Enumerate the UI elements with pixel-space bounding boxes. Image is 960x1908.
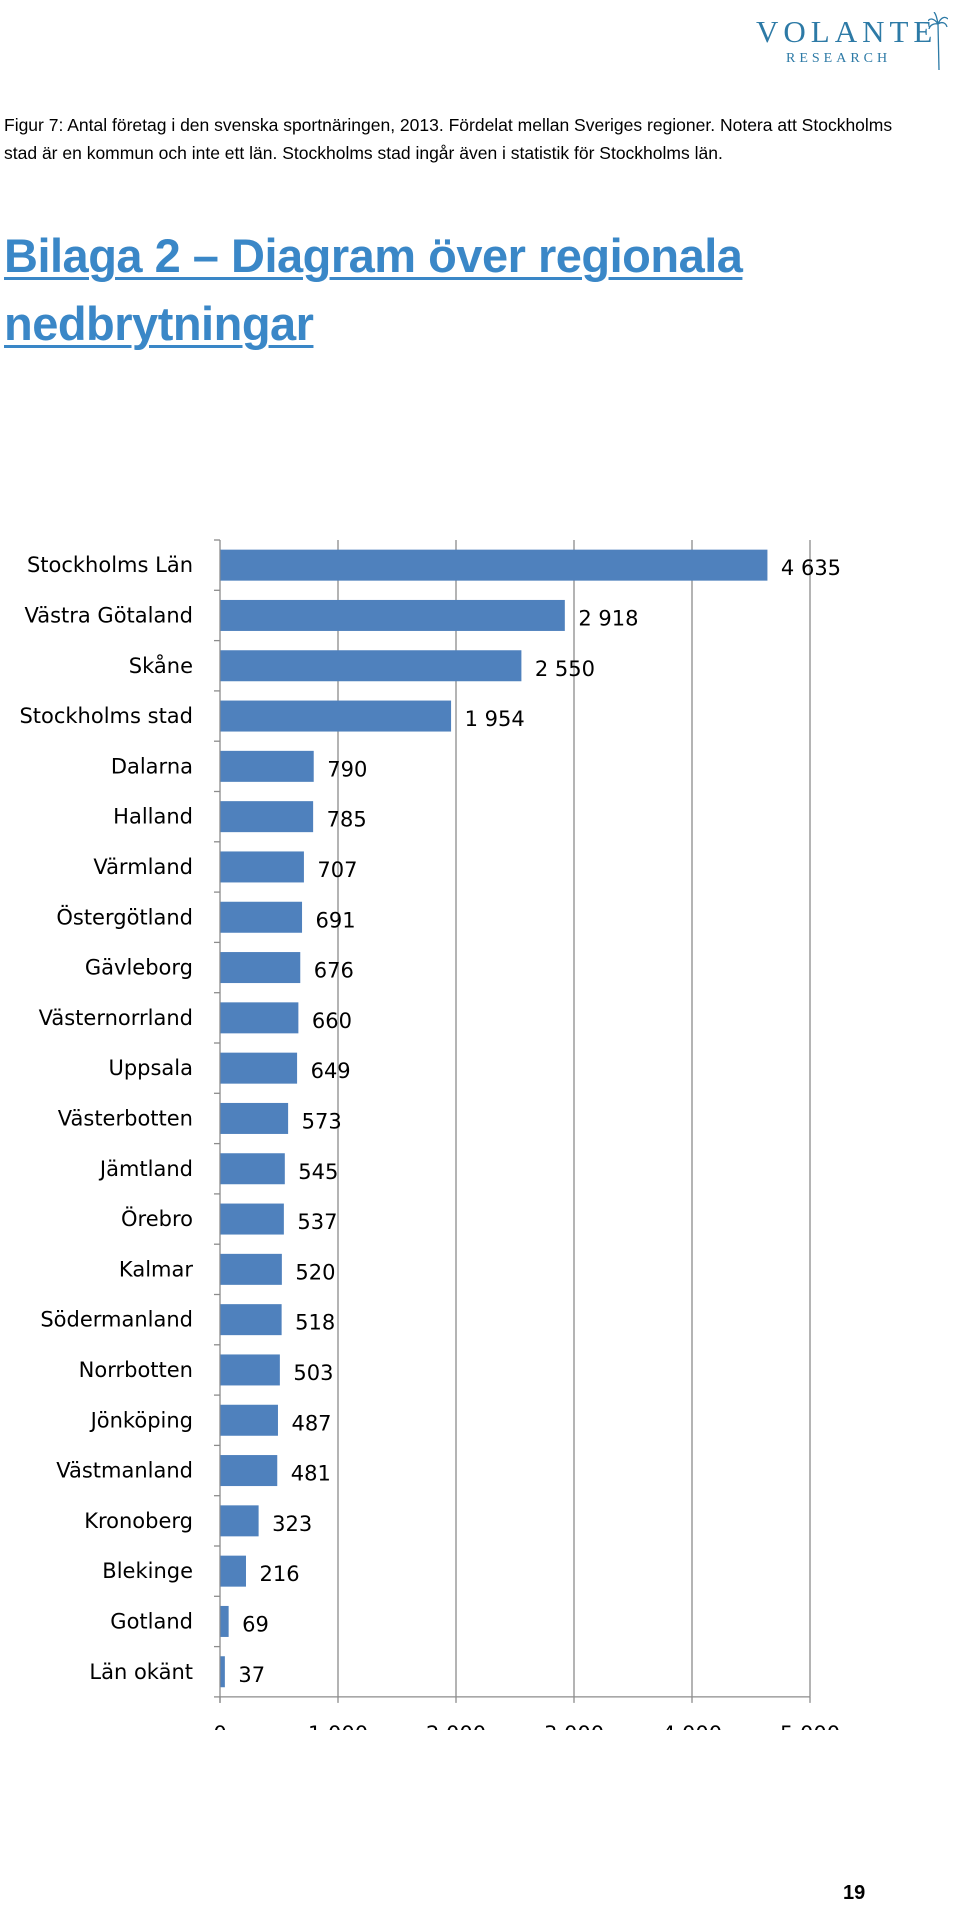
bar xyxy=(220,1153,285,1185)
bar xyxy=(220,1455,278,1487)
bar xyxy=(220,1404,278,1436)
data-label: 487 xyxy=(291,1411,331,1435)
data-label: 37 xyxy=(238,1663,265,1687)
category-label: Värmland xyxy=(93,855,193,879)
category-label: Uppsala xyxy=(108,1056,193,1080)
bar xyxy=(220,1505,259,1537)
volante-research-logo: VOLANTE RESEARCH xyxy=(738,10,953,70)
bar xyxy=(220,851,304,883)
data-label: 660 xyxy=(312,1009,352,1033)
category-label: Halland xyxy=(113,805,193,829)
bar xyxy=(220,750,314,782)
category-label: Stockholms stad xyxy=(19,704,193,728)
category-label: Norrbotten xyxy=(79,1358,193,1382)
palm-tree-icon xyxy=(928,12,948,70)
category-label: Kalmar xyxy=(119,1257,193,1281)
category-label: Västerbotten xyxy=(58,1106,193,1130)
bar xyxy=(220,801,314,833)
category-label: Gotland xyxy=(110,1609,193,1633)
category-label: Stockholms Län xyxy=(27,553,193,577)
bar xyxy=(220,1605,229,1637)
category-label: Jönköping xyxy=(89,1408,193,1432)
data-label: 537 xyxy=(297,1210,337,1234)
data-label: 520 xyxy=(295,1260,335,1284)
category-label: Gävleborg xyxy=(85,956,193,980)
data-label: 676 xyxy=(314,959,354,983)
x-tick-label: 0 xyxy=(213,1722,226,1730)
data-label: 323 xyxy=(272,1512,312,1536)
data-label: 481 xyxy=(291,1462,331,1486)
data-label: 1 954 xyxy=(465,707,525,731)
category-label: Blekinge xyxy=(102,1559,193,1583)
bar xyxy=(220,1354,280,1386)
category-label: Östergötland xyxy=(56,904,193,929)
bar xyxy=(220,549,768,581)
regional-bar-chart: Stockholms Län 4 635 Västra Götaland 2 918 S… xyxy=(19,539,841,1730)
category-label: Kronoberg xyxy=(84,1509,193,1533)
figure-caption: Figur 7: Antal företag i den svenska spo… xyxy=(4,115,893,163)
data-label: 4 635 xyxy=(781,556,841,580)
data-label: 545 xyxy=(298,1160,338,1184)
bar xyxy=(220,650,522,682)
logo-subtitle: RESEARCH xyxy=(786,51,892,66)
data-label: 790 xyxy=(327,757,367,781)
category-label: Södermanland xyxy=(40,1308,193,1332)
bar xyxy=(220,1656,225,1688)
heading-line-1: Bilaga 2 – Diagram över regionala xyxy=(4,229,743,282)
data-label: 503 xyxy=(293,1361,333,1385)
bar xyxy=(220,1304,282,1336)
x-tick-label: 5 000 xyxy=(780,1722,840,1730)
category-label: Västmanland xyxy=(56,1459,193,1483)
category-label: Län okänt xyxy=(89,1660,193,1684)
x-tick-label: 2 000 xyxy=(426,1722,486,1730)
category-label: Västernorrland xyxy=(39,1006,193,1030)
bar xyxy=(220,1052,298,1084)
bar xyxy=(220,599,565,631)
bar xyxy=(220,1102,289,1134)
category-label: Skåne xyxy=(129,653,193,678)
category-label: Örebro xyxy=(121,1206,193,1231)
data-label: 69 xyxy=(242,1612,269,1636)
heading-line-2: nedbrytningar xyxy=(4,297,314,350)
x-tick-label: 1 000 xyxy=(308,1722,368,1730)
data-label: 2 550 xyxy=(535,657,595,681)
x-tick-label: 3 000 xyxy=(544,1722,604,1730)
logo-wordmark: VOLANTE xyxy=(756,14,938,49)
x-tick-label: 4 000 xyxy=(662,1722,722,1730)
bar xyxy=(220,1002,299,1034)
data-label: 518 xyxy=(295,1311,335,1335)
data-label: 785 xyxy=(327,808,367,832)
category-label: Jämtland xyxy=(98,1157,193,1181)
category-label: Västra Götaland xyxy=(24,603,193,627)
data-label: 691 xyxy=(316,908,356,932)
data-label: 573 xyxy=(302,1109,342,1133)
data-label: 707 xyxy=(317,858,357,882)
bar xyxy=(220,901,303,933)
data-label: 649 xyxy=(311,1059,351,1083)
bar xyxy=(220,952,301,984)
bar xyxy=(220,1253,282,1285)
bar xyxy=(220,1555,246,1587)
section-heading: Bilaga 2 – Diagram över regionala nedbry… xyxy=(4,222,924,358)
data-label: 216 xyxy=(259,1562,299,1586)
bar xyxy=(220,700,452,732)
data-label: 2 918 xyxy=(578,606,638,630)
bar xyxy=(220,1203,284,1235)
category-label: Dalarna xyxy=(111,754,193,778)
page-number: 19 xyxy=(843,1882,866,1904)
